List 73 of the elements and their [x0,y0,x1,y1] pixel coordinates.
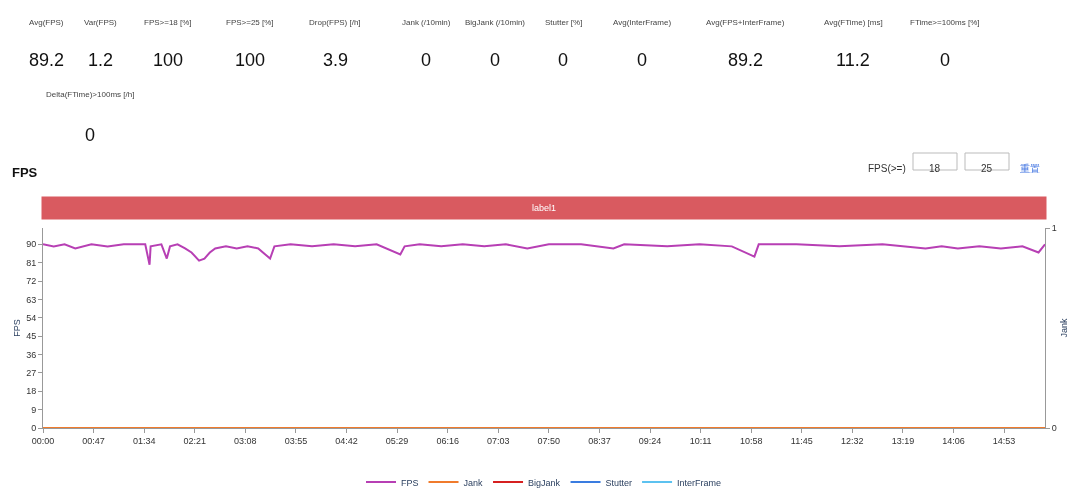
x-tick-label: 08:37 [588,435,611,446]
text: 25 [981,163,993,174]
data-label: 0 [490,50,501,70]
category-label: Avg(InterFrame) [613,18,672,27]
chart-title: FPS [12,165,38,180]
x-tick-label: 05:29 [385,435,409,446]
y-tick-label: 45 [26,331,37,342]
y-tick-label: 81 [26,257,37,268]
category-label: BigJank (/10min) [465,18,526,27]
x-tick-label: 14:53 [992,435,1016,446]
y-tick-label: 72 [26,276,37,287]
legend-label: InterFrame [677,477,722,488]
x-tick-label: 03:55 [284,435,308,446]
x-tick-label: 14:06 [942,435,965,446]
y-axis-title: FPS [11,319,22,337]
data-label: 100 [153,50,184,70]
data-label: 0 [940,50,951,70]
x-tick-label: 01:34 [132,435,156,446]
category-label: FPS>=18 [%] [144,18,192,27]
y2-tick-label: 1 [1051,223,1057,234]
legend-label: Stutter [605,477,633,488]
data-label: 11.2 [836,50,870,70]
x-tick-label: 07:50 [537,435,561,446]
x-tick-label: 12:32 [841,435,864,446]
category-label: FTime>=100ms [%] [910,18,980,27]
data-label: 3.9 [323,50,349,70]
data-label: 89.2 [728,50,764,70]
x-tick-label: 04:42 [335,435,358,446]
text: 重置 [1020,163,1040,174]
data-label: 0 [637,50,648,70]
x-tick-label: 00:00 [31,435,55,446]
x-tick-label: 07:03 [486,435,510,446]
x-tick-label: 13:19 [891,435,915,446]
line-series [43,243,1045,266]
x-tick-label: 00:47 [82,435,105,446]
y2-axis-title: Jank [1058,318,1069,338]
y-tick-label: 36 [26,349,37,360]
text: FPS(>=) [868,163,906,174]
data-label: 0 [558,50,569,70]
data-label: 0 [421,50,432,70]
text: label1 [531,203,557,213]
x-tick-label: 09:24 [638,435,662,446]
category-label: Avg(FTime) [ms] [824,18,883,27]
category-label: Var(FPS) [84,18,118,27]
data-label: 100 [235,50,266,70]
category-label: Delta(FTime)>100ms [/h] [46,90,135,99]
x-tick-label: 10:58 [739,435,763,446]
x-tick-label: 06:16 [436,435,459,446]
y-tick-label: 63 [26,294,37,305]
category-label: Drop(FPS) [/h] [309,18,361,27]
legend-label: FPS [401,477,419,488]
legend-label: BigJank [528,477,561,488]
data-label: 89.2 [29,50,65,70]
y-tick-label: 90 [26,239,37,250]
x-tick-label: 10:11 [689,435,712,446]
y-tick-label: 0 [31,423,37,434]
legend-label: Jank [463,477,484,488]
x-tick-label: 02:21 [183,435,207,446]
category-label: Avg(FPS+InterFrame) [706,18,785,27]
y-tick-label: 54 [26,312,37,323]
x-tick-label: 11:45 [790,435,813,446]
category-label: Jank (/10min) [402,18,451,27]
y2-tick-label: 0 [1051,423,1057,434]
y-tick-label: 18 [26,386,37,397]
y-tick-label: 27 [26,368,37,379]
y-tick-label: 9 [31,404,37,415]
data-label: 1.2 [88,50,114,70]
category-label: Stutter [%] [545,18,583,27]
category-label: Avg(FPS) [29,18,64,27]
x-tick-label: 03:08 [234,435,257,446]
text: 18 [929,163,941,174]
category-label: FPS>=25 [%] [226,18,274,27]
data-label: 0 [85,125,96,145]
